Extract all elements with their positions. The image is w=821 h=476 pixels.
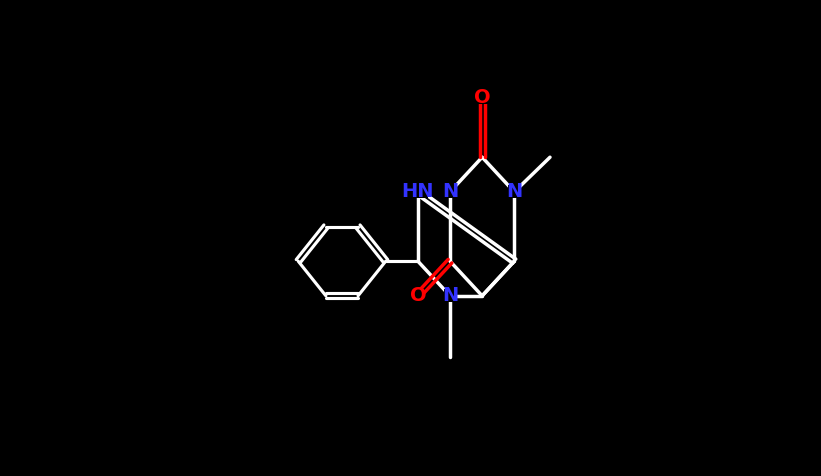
FancyBboxPatch shape (444, 289, 456, 302)
Text: N: N (442, 287, 458, 305)
Text: N: N (442, 182, 458, 201)
Text: HN: HN (401, 182, 434, 201)
Text: N: N (507, 182, 522, 201)
FancyBboxPatch shape (407, 186, 428, 198)
Text: O: O (410, 287, 426, 305)
FancyBboxPatch shape (508, 186, 521, 198)
FancyBboxPatch shape (411, 289, 424, 302)
FancyBboxPatch shape (476, 91, 488, 104)
FancyBboxPatch shape (444, 186, 456, 198)
Text: O: O (474, 88, 490, 107)
